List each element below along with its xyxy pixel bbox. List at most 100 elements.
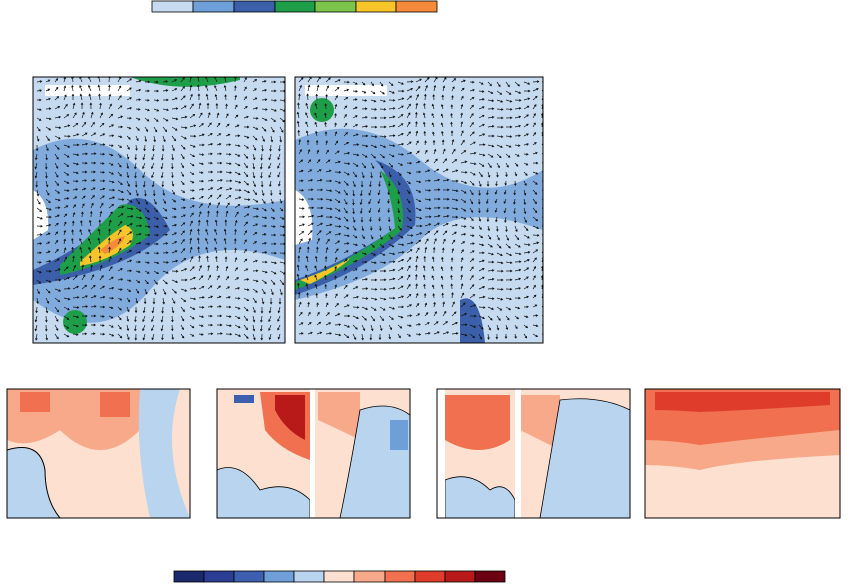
vector-arrow [388,286,396,290]
vector-arrow [126,231,133,236]
vector-arrow [469,198,474,205]
vector-arrow [397,132,404,137]
vector-arrow [496,297,504,301]
vector-arrow [460,249,464,254]
vector-arrow [316,159,321,164]
vector-arrow [126,87,132,92]
vector-arrow [162,89,169,92]
vector-arrow [307,206,315,210]
vector-arrow [370,243,375,248]
vector-arrow [306,139,310,146]
vector-arrow [45,135,50,142]
vector-arrow [379,171,382,179]
vector-arrow [503,207,507,214]
vector-arrow [205,93,209,101]
vector-arrow [397,97,405,101]
vector-arrow [450,266,453,272]
vector-arrow [469,171,476,176]
vector-arrow [270,89,277,93]
vector-arrow [189,297,197,301]
vector-arrow [216,194,222,200]
vector-arrow [306,93,309,101]
vector-arrow [441,256,444,263]
vector-arrow [223,228,227,236]
vector-arrow [523,133,529,137]
vector-arrow [234,162,241,167]
vector-arrow [451,311,457,317]
vector-arrow [81,284,88,290]
vector-arrow [343,284,348,290]
vector-arrow [487,115,495,119]
vector-arrow [99,133,106,137]
vector-arrow [89,210,93,218]
vector-arrow [214,228,218,236]
vector-arrow [161,144,165,152]
vector-arrow [260,306,264,314]
vector-arrow [45,215,52,219]
vector-arrow [495,216,498,223]
vector-arrow [361,162,367,169]
vector-arrow [279,216,285,220]
vector-arrow [99,264,103,272]
vector-arrow [150,162,155,170]
vector-arrow [469,151,477,155]
vector-arrow [379,243,385,248]
vector-arrow [63,247,67,254]
vector-arrow [270,233,277,237]
vector-arrow [298,322,304,326]
vector-arrow [460,257,464,263]
vector-arrow [325,159,331,164]
vector-arrow [352,286,359,290]
vector-arrow [478,90,485,93]
vector-arrow [234,257,238,263]
vector-arrow [478,123,485,128]
vector-arrow [442,238,446,245]
vector-arrow [487,243,493,248]
vector-arrow [307,178,314,182]
vector-arrow [431,256,435,263]
vector-arrow [377,198,381,204]
vector-arrow [99,122,105,128]
vector-arrow [234,144,241,148]
vector-arrow [370,162,375,169]
vector-arrow [277,180,281,187]
vector-arrow [270,80,277,84]
vector-arrow [361,260,368,264]
vector-arrow [334,265,337,272]
vector-arrow [126,135,131,140]
vector-arrow [379,269,387,273]
vector-arrow [343,88,350,92]
vector-arrow [260,171,263,179]
vector-arrow [316,302,319,308]
vector-arrow [261,117,268,121]
vector-arrow [126,215,134,218]
vector-arrow [343,216,349,222]
vector-arrow [487,171,491,178]
vector-arrow [307,149,311,155]
vector-arrow [442,77,447,83]
vector-arrow [360,216,364,223]
vector-arrow [234,267,238,272]
vector-arrow [316,149,320,155]
vector-arrow [487,315,493,321]
vector-arrow [216,314,223,318]
vector-arrow [63,287,71,290]
vector-arrow [207,202,211,209]
vector-arrow [108,324,114,328]
vector-arrow [261,80,267,83]
vector-arrow [189,134,197,138]
vector-arrow [388,225,392,232]
vector-arrow [162,261,169,264]
vector-arrow [334,113,337,119]
vector-arrow [54,189,61,194]
vector-arrow [206,255,209,263]
vector-arrow [72,306,80,309]
vector-arrow [243,96,247,101]
vector-arrow [108,103,112,110]
vector-arrow [268,171,272,178]
vector-arrow [487,125,495,128]
vector-arrow [460,198,467,203]
vector-arrow [460,150,467,155]
vector-arrow [142,333,146,341]
vector-arrow [198,179,204,183]
